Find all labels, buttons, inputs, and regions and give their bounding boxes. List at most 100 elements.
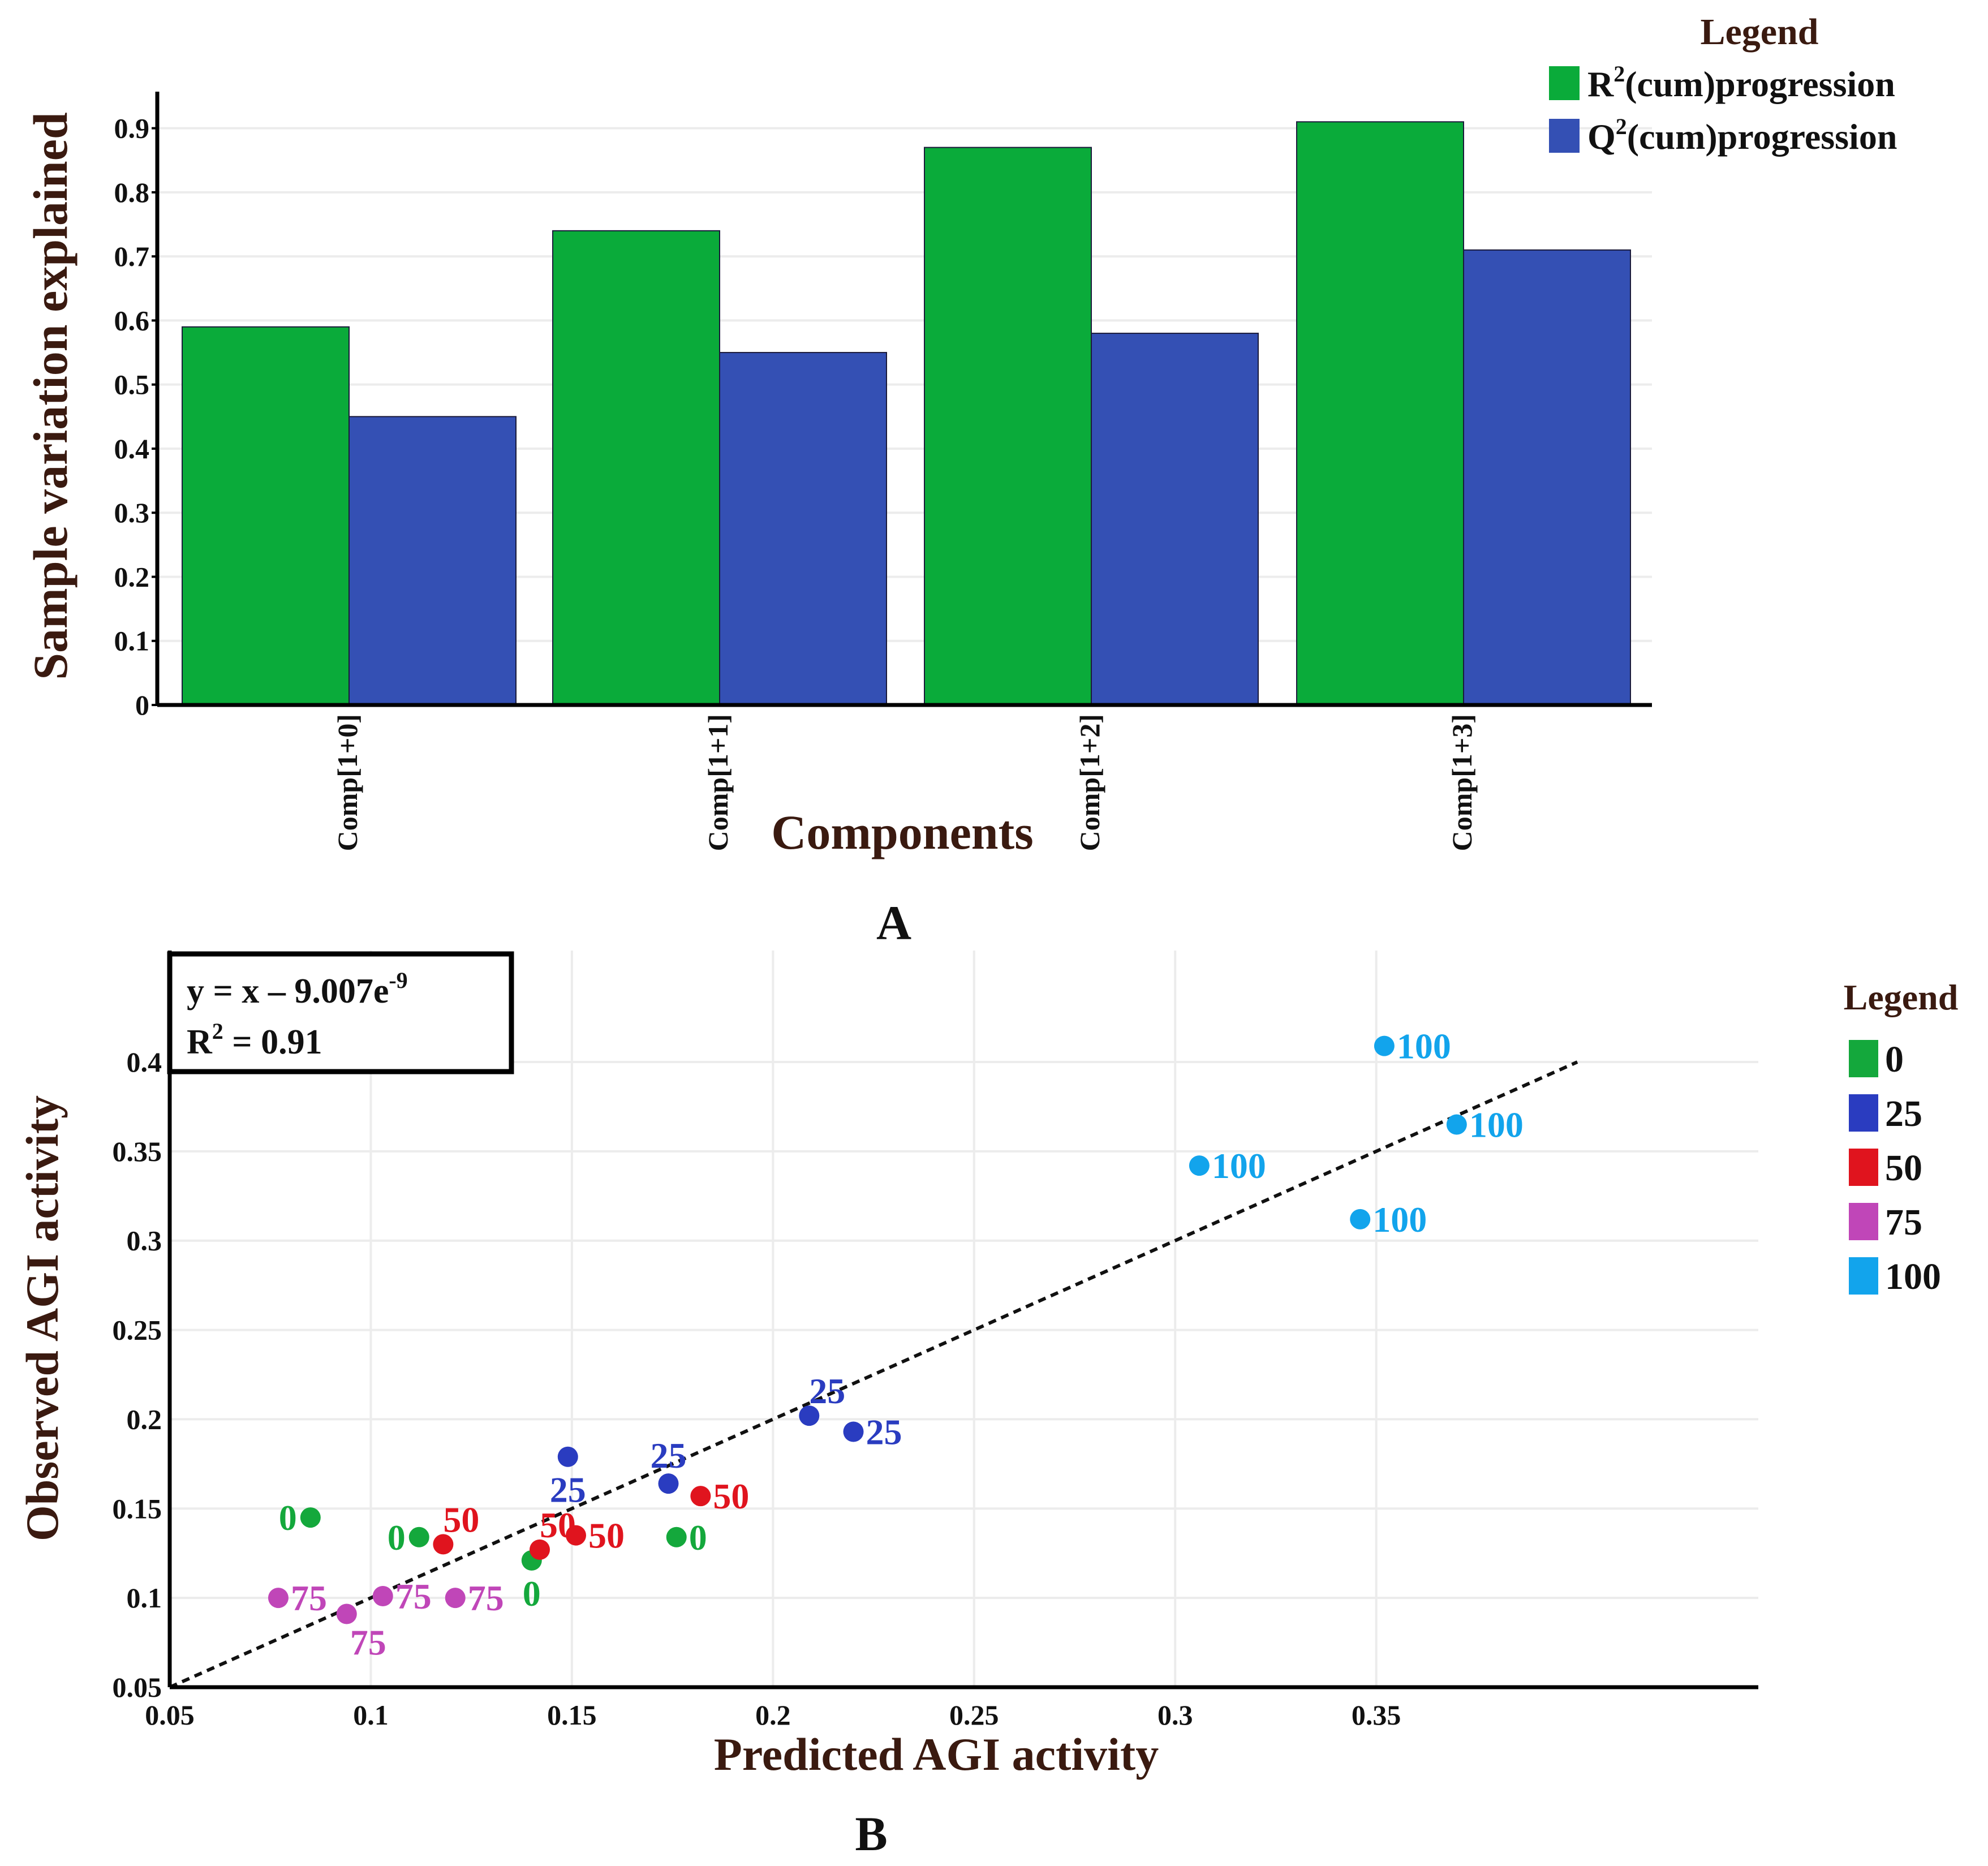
b-point-0: [300, 1507, 321, 1528]
b-y-tick-label: 0.2: [127, 1403, 162, 1435]
b-point-label: 100: [1212, 1146, 1266, 1186]
a-legend-q2-sup: 2: [1616, 114, 1627, 139]
b-point-label: 50: [713, 1476, 749, 1516]
b-point-100: [1374, 1035, 1395, 1056]
b-point-25: [658, 1473, 679, 1494]
b-point-25: [557, 1446, 578, 1467]
a-legend: Legend R2(cum)progression Q2(cum)progres…: [1549, 11, 1897, 157]
b-point-label: 50: [443, 1499, 479, 1540]
b-point-label: 25: [650, 1435, 686, 1476]
b-point-0: [666, 1527, 687, 1547]
b-y-tick-label: 0.05: [113, 1671, 162, 1703]
b-y-tick-labels: 0.05 0.1 0.15 0.2 0.25 0.3 0.35 0.4: [113, 1046, 162, 1703]
b-r2-text: R2 = 0.91: [187, 1018, 322, 1061]
panel-a-bar-chart: 00.10.20.30.40.50.60.70.80.9 Comp[1+0] Co…: [23, 11, 1897, 950]
a-legend-label-r2: R2(cum)progression: [1587, 61, 1895, 104]
b-y-tick-label: 0.25: [113, 1314, 162, 1346]
a-x-tick-label: Comp[1+3]: [1446, 714, 1478, 851]
b-y-tick-label: 0.15: [113, 1493, 162, 1524]
b-point-50: [433, 1534, 454, 1555]
b-x-tick-label: 0.15: [547, 1699, 597, 1731]
b-legend-swatch: [1849, 1203, 1878, 1240]
a-bar-q2: [348, 416, 517, 706]
b-point-0: [408, 1527, 429, 1547]
b-point-label: 75: [468, 1578, 504, 1618]
b-legend-swatch: [1849, 1094, 1878, 1132]
b-legend-label: 75: [1885, 1202, 1922, 1243]
a-axes: [155, 92, 1652, 707]
b-x-tick-label: 0.1: [353, 1699, 389, 1731]
b-x-tick-label: 0.35: [1352, 1699, 1401, 1731]
b-point-25: [799, 1405, 820, 1426]
a-legend-swatch-q2: [1549, 119, 1580, 153]
b-point-label: 75: [350, 1623, 386, 1663]
b-x-tick-label: 0.2: [755, 1699, 791, 1731]
b-y-tick-label: 0.3: [127, 1225, 162, 1257]
b-x-tick-labels: 0.05 0.1 0.15 0.2 0.25 0.3 0.35: [145, 1699, 1401, 1731]
a-panel-label: A: [876, 896, 911, 950]
b-x-tick-label: 0.25: [949, 1699, 999, 1731]
b-point-75: [372, 1585, 393, 1606]
b-legend: Legend 0 25 50 75 100: [1844, 977, 1959, 1297]
b-legend-label: 50: [1885, 1147, 1922, 1189]
b-equation-box: y = x – 9.007e-9 R2 = 0.91: [167, 951, 514, 1074]
b-legend-label: 0: [1885, 1039, 1904, 1080]
b-point-label: 0: [279, 1498, 297, 1538]
a-bar-r2: [924, 147, 1092, 706]
a-legend-r2-sup: 2: [1613, 61, 1625, 87]
a-legend-r2-suffix: (cum)progression: [1625, 64, 1895, 104]
b-point-label: 100: [1397, 1026, 1451, 1067]
b-point-100: [1350, 1209, 1371, 1229]
a-bar-q2: [719, 352, 887, 706]
a-bar-q2: [1091, 333, 1259, 706]
b-point-label: 100: [1372, 1199, 1427, 1240]
a-bar-q2: [1463, 249, 1631, 706]
a-x-tick-labels: Comp[1+0] Comp[1+1] Comp[1+2] Comp[1+3]: [332, 714, 1478, 851]
b-legend-swatch: [1849, 1149, 1878, 1186]
a-x-tick-label: Comp[1+0]: [332, 714, 363, 851]
b-point-label: 25: [809, 1371, 845, 1411]
a-bars: [182, 121, 1631, 706]
b-point-50: [690, 1486, 711, 1507]
b-point-75: [336, 1603, 357, 1624]
b-y-axis-title: Observed AGI activity: [16, 1095, 68, 1541]
a-y-tick-label: 0.1: [114, 625, 150, 657]
a-x-tick-label: Comp[1+2]: [1074, 714, 1105, 851]
b-point-label: 75: [395, 1576, 432, 1616]
b-legend-swatch: [1849, 1257, 1878, 1295]
b-fit-line-group: [169, 1060, 1578, 1689]
a-x-tick-label: Comp[1+1]: [702, 714, 734, 851]
a-legend-title: Legend: [1700, 11, 1818, 53]
b-point-100: [1189, 1155, 1210, 1176]
b-fit-line: [169, 1060, 1578, 1689]
b-legend-label: 25: [1885, 1093, 1922, 1134]
a-y-tick-label: 0.9: [114, 113, 150, 144]
a-legend-swatch-r2: [1549, 66, 1580, 100]
a-legend-q2-suffix: (cum)progression: [1627, 117, 1897, 157]
a-y-tick-label: 0.7: [114, 240, 150, 272]
b-r2-suffix: = 0.91: [223, 1023, 322, 1061]
a-y-tick-labels: 0 0.1 0.2 0.3 0.4 0.5 0.6 0.7 0.8 0.9: [114, 113, 150, 721]
a-y-tick-label: 0.3: [114, 497, 150, 528]
b-y-tick-label: 0.4: [127, 1046, 162, 1078]
b-legend-swatch: [1849, 1040, 1878, 1077]
b-equation-box-border: [167, 951, 514, 1074]
b-point-50: [565, 1525, 586, 1546]
a-x-axis-title: Components: [771, 805, 1034, 859]
a-bar-r2: [182, 326, 350, 706]
b-point-label: 25: [866, 1412, 902, 1452]
b-x-axis-title: Predicted AGI activity: [714, 1729, 1159, 1780]
b-point-25: [843, 1421, 864, 1442]
b-panel-label: B: [855, 1807, 887, 1861]
a-y-tick-label: 0.8: [114, 177, 150, 208]
a-legend-r2-base: R: [1587, 64, 1614, 104]
b-point-label: 75: [291, 1578, 327, 1618]
b-point-50: [530, 1539, 550, 1560]
b-equation-text: y = x – 9.007e-9: [187, 968, 408, 1011]
b-y-tick-label: 0.35: [113, 1136, 162, 1167]
b-legend-title: Legend: [1844, 977, 1959, 1017]
b-x-tick-label: 0.05: [145, 1699, 195, 1731]
b-equation-main: y = x – 9.007e: [187, 972, 389, 1011]
